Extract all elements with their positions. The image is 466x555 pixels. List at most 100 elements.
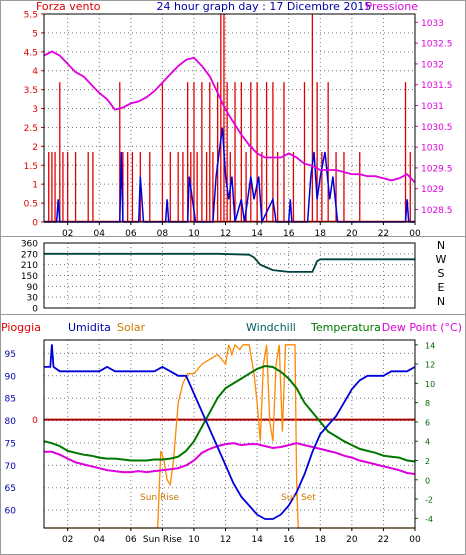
mid-y-tick-label: 270 bbox=[21, 250, 38, 260]
wind-direction-line bbox=[44, 252, 415, 273]
top-right-tick-label: 1030 bbox=[421, 144, 444, 154]
bot-left-tick-label: 85 bbox=[5, 395, 16, 405]
bot-left-tick-label: 65 bbox=[5, 484, 16, 494]
top-right-tick-label: 1032 bbox=[421, 60, 444, 70]
top-x-tick-label: 06 bbox=[125, 229, 137, 239]
bot-right-tick-label: 10 bbox=[425, 380, 435, 389]
top-x-tick-label: 00 bbox=[409, 229, 421, 239]
bottom-chart-grid bbox=[44, 340, 416, 528]
top-left-tick-label: 1.5 bbox=[24, 162, 38, 172]
temperature-label: Temperatura bbox=[310, 321, 381, 334]
bot-right-tick-label: 8 bbox=[425, 399, 430, 408]
humidity-label: Umidita bbox=[68, 321, 111, 334]
mid-y-tick-label: 0 bbox=[32, 305, 38, 315]
mid-y-tick-label: 30 bbox=[27, 294, 39, 304]
top-right-tick-label: 1032.5 bbox=[421, 40, 453, 50]
solar-label: Solar bbox=[117, 321, 146, 334]
bot-left-tick-label: 90 bbox=[5, 372, 17, 382]
mid-y-tick-label: 360 bbox=[21, 240, 38, 250]
pressure-axis-title: Pressione bbox=[366, 0, 419, 13]
wind-axis-title: Forza vento bbox=[36, 0, 101, 13]
mid-chart-series bbox=[44, 252, 415, 273]
top-x-tick-label: 10 bbox=[188, 229, 200, 239]
bot-right-tick-label: -2 bbox=[425, 496, 433, 505]
bot-right-tick-label: 4 bbox=[425, 438, 430, 447]
top-right-tick-label: 1030.5 bbox=[421, 123, 453, 133]
bot-right-tick-label: 12 bbox=[425, 361, 435, 370]
bot-right-tick-label: 14 bbox=[425, 341, 435, 350]
bot-x-tick-label: 14 bbox=[251, 535, 263, 545]
top-x-tick-label: 22 bbox=[378, 229, 389, 239]
top-left-tick-label: 4.5 bbox=[24, 48, 38, 58]
top-x-tick-label: 16 bbox=[283, 229, 295, 239]
bot-left-tick-label: 80 bbox=[5, 417, 17, 427]
compass-label: N bbox=[437, 295, 445, 308]
dewpoint-label: Dew Point (°C) bbox=[382, 321, 462, 334]
top-left-tick-label: 5 bbox=[32, 29, 38, 39]
bot-left-tick-label: 75 bbox=[5, 439, 16, 449]
bot-left-tick-label: 70 bbox=[5, 462, 17, 472]
bot-x-tick-label: 12 bbox=[220, 535, 231, 545]
top-right-tick-label: 1029 bbox=[421, 185, 444, 195]
bot-x-tick-label: 10 bbox=[188, 535, 200, 545]
bot-left-tick-label: 95 bbox=[5, 350, 16, 360]
bot-x-tick-label: 00 bbox=[409, 535, 421, 545]
top-plot-frame bbox=[43, 13, 416, 223]
pressure-line bbox=[43, 50, 416, 184]
sun-rise-marker-label: Sun Rise bbox=[140, 493, 179, 503]
mid-chart-grid bbox=[44, 242, 416, 309]
top-left-tick-label: 0.5 bbox=[24, 200, 38, 210]
top-left-tick-label: 4 bbox=[32, 67, 38, 77]
bot-x-tick-label: 02 bbox=[62, 535, 73, 545]
top-x-tick-label: 02 bbox=[62, 229, 73, 239]
rain-label: Pioggia bbox=[1, 321, 41, 334]
bottom-plot-frame bbox=[43, 339, 416, 529]
mid-y-tick-label: 90 bbox=[27, 283, 39, 293]
bot-right-tick-label: 6 bbox=[425, 418, 430, 427]
bot-left-tick-label: 60 bbox=[5, 507, 17, 517]
mid-y-tick-label: 150 bbox=[21, 272, 38, 282]
top-left-tick-label: 3 bbox=[32, 105, 38, 115]
top-right-tick-label: 1033 bbox=[421, 19, 444, 29]
bot-right-tick-label: 2 bbox=[425, 457, 430, 466]
top-chart-series bbox=[43, 14, 416, 225]
top-right-tick-label: 1028.5 bbox=[421, 206, 453, 216]
top-left-tick-label: 0 bbox=[32, 219, 38, 229]
top-chart-axes: 0 0.5 1 1.5 2 2.5 3 3.5 4 4.5 5 5.5 1028.5 1029 1029.5… bbox=[24, 11, 453, 240]
bot-x-tick-label: 18 bbox=[315, 535, 327, 545]
mid-y-tick-label: 210 bbox=[21, 261, 38, 271]
top-x-tick-label: 12 bbox=[220, 229, 231, 239]
bot-x-tick-label: 16 bbox=[283, 535, 295, 545]
top-right-tick-label: 1031.5 bbox=[421, 81, 453, 91]
top-right-tick-label: 1031 bbox=[421, 102, 444, 112]
bot-x-tick-label: Sun Rise bbox=[143, 535, 182, 545]
top-left-tick-label: 3.5 bbox=[24, 86, 38, 96]
bot-x-tick-label: 20 bbox=[346, 535, 358, 545]
top-x-tick-label: 08 bbox=[157, 229, 169, 239]
top-x-tick-label: 20 bbox=[346, 229, 358, 239]
humidity-line bbox=[44, 344, 416, 520]
top-left-tick-label: 1 bbox=[32, 181, 38, 191]
top-x-tick-label: 18 bbox=[315, 229, 327, 239]
top-right-tick-label: 1029.5 bbox=[421, 164, 453, 174]
sun-set-marker-label: Sun Set bbox=[281, 493, 316, 503]
top-x-tick-label: 14 bbox=[251, 229, 263, 239]
windchill-label: Windchill bbox=[246, 321, 296, 334]
chart-title: 24 hour graph day : 17 Dicembre 2015 bbox=[157, 0, 372, 13]
mid-plot-frame bbox=[43, 242, 416, 309]
bot-right-tick-label: -4 bbox=[425, 515, 433, 524]
top-x-tick-label: 04 bbox=[94, 229, 106, 239]
compass-label: W bbox=[436, 253, 447, 266]
top-left-tick-label: 2 bbox=[32, 143, 38, 153]
bot-x-tick-label: 04 bbox=[94, 535, 106, 545]
compass-label: N bbox=[437, 239, 445, 252]
rain-value-label: 0 bbox=[32, 416, 38, 426]
top-left-tick-label: 2.5 bbox=[24, 124, 38, 134]
bottom-chart-series bbox=[43, 343, 416, 529]
solar-line bbox=[44, 343, 415, 529]
